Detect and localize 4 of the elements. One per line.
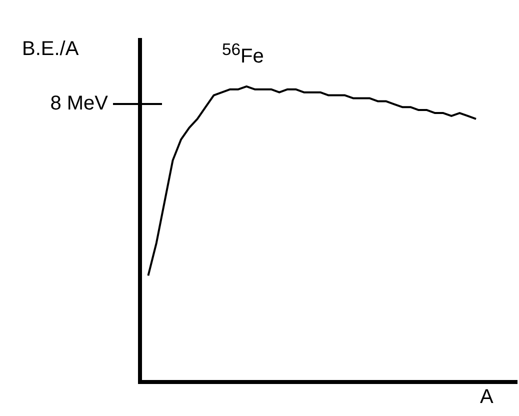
y-axis-title: B.E./A <box>22 38 79 61</box>
x-axis-title: A <box>480 386 494 409</box>
text: 8 MeV <box>50 92 109 115</box>
text: $^{56}$Fe <box>222 40 264 69</box>
